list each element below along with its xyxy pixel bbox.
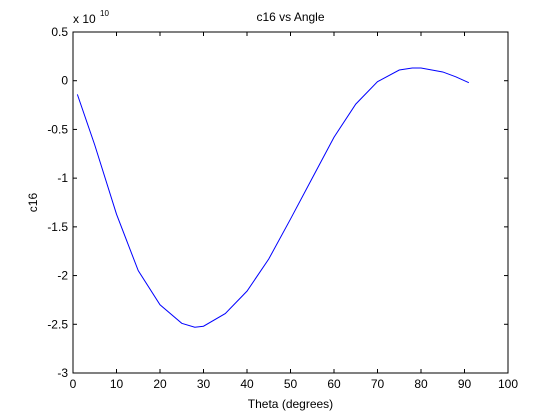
y-axis-label: c16	[26, 193, 40, 213]
y-tick-label: 0.5	[51, 25, 68, 39]
x-tick-label: 70	[371, 377, 385, 391]
x-tick-label: 90	[458, 377, 472, 391]
plot-area	[72, 31, 509, 374]
chart-title: c16 vs Angle	[256, 10, 324, 24]
y-tick-label: -2.5	[47, 317, 68, 331]
y-tick-label: -1.5	[47, 220, 68, 234]
x-axis-label: Theta (degrees)	[248, 397, 333, 411]
y-tick-label: -0.5	[47, 122, 68, 136]
y-tick-label: -2	[57, 269, 68, 283]
y-tick-label: -3	[57, 366, 68, 380]
ticks-layer: 0 10 20 30 40 50 60 70 80 90 100 0.5 0 -0.5 -1 -1.5 -2 -2…	[47, 25, 518, 391]
series-line	[76, 67, 470, 328]
x-tick-label: 20	[153, 377, 167, 391]
x-tick-label: 30	[197, 377, 211, 391]
x-tick-label: 80	[414, 377, 428, 391]
y-multiplier-prefix: x 10	[73, 12, 96, 26]
x-tick-label: 40	[240, 377, 254, 391]
x-tick-label: 0	[70, 377, 77, 391]
x-tick-label: 60	[327, 377, 341, 391]
y-multiplier-exponent: 10	[100, 9, 109, 18]
x-tick-label: 50	[284, 377, 298, 391]
y-tick-label: 0	[61, 74, 68, 88]
x-tick-label: 100	[498, 377, 518, 391]
y-tick-label: -1	[57, 171, 68, 185]
x-tick-label: 10	[110, 377, 124, 391]
